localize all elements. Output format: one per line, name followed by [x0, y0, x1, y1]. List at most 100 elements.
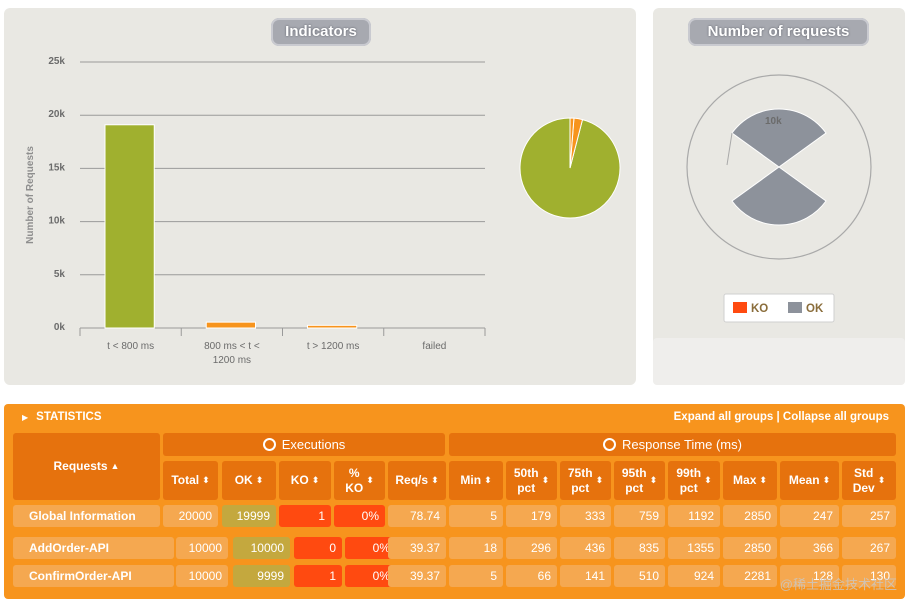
- column-header-reqs[interactable]: Req/s ⬍: [388, 461, 446, 500]
- table-cell: 130: [842, 565, 896, 587]
- column-header-75th-pct[interactable]: 75th pct ⬍: [560, 461, 611, 500]
- x-category-label: 1200 ms: [213, 355, 251, 366]
- sort-icon: ⬍: [311, 475, 320, 485]
- column-header-min[interactable]: Min ⬍: [449, 461, 503, 500]
- sort-icon: ⬍: [822, 475, 831, 485]
- column-header-99th-pct[interactable]: 99th pct ⬍: [668, 461, 720, 500]
- y-tick-label: 5k: [54, 269, 66, 280]
- column-label: 75th pct: [567, 465, 593, 495]
- ring-edge: [726, 132, 733, 166]
- y-tick-label: 15k: [48, 162, 65, 173]
- requests-label: Requests: [53, 459, 108, 473]
- sort-icon: ⬍: [595, 475, 604, 485]
- y-tick-label: 20k: [48, 109, 65, 120]
- table-cell: 436: [560, 537, 611, 559]
- table-cell: 1192: [668, 505, 720, 527]
- bar-0: [104, 124, 155, 329]
- sort-icon: ⬍: [649, 475, 658, 485]
- statistics-panel: ▶ STATISTICS Expand all groups | Collapse…: [4, 404, 905, 599]
- legend-swatch-ok: [788, 302, 802, 313]
- response-time-label: Response Time (ms): [622, 437, 742, 452]
- x-category-label: failed: [422, 341, 446, 352]
- column-header-95th-pct[interactable]: 95th pct ⬍: [614, 461, 665, 500]
- table-cell: 0%: [334, 505, 385, 527]
- table-cell: 333: [560, 505, 611, 527]
- sort-asc-icon: ▲: [110, 461, 120, 471]
- expand-collapse-links[interactable]: Expand all groups | Collapse all groups: [673, 411, 889, 423]
- pie-slice-2: [569, 117, 575, 169]
- statistics-header: ▶ STATISTICS Expand all groups | Collapse…: [4, 404, 905, 431]
- table-cell: 10000: [233, 537, 290, 559]
- requests-title: Number of requests: [688, 18, 869, 46]
- table-cell: 39.37: [388, 537, 446, 559]
- outer-ring: [686, 74, 872, 260]
- x-category-label: t > 1200 ms: [307, 341, 360, 352]
- column-header-max[interactable]: Max ⬍: [723, 461, 777, 500]
- sort-icon: ⬍: [484, 475, 492, 485]
- sort-icon: ⬍: [541, 475, 550, 485]
- ok-slice-top: [731, 108, 827, 168]
- y-tick-label: 0k: [54, 322, 66, 333]
- row-name[interactable]: AddOrder-API: [13, 537, 174, 559]
- column-header-ko[interactable]: KO ⬍: [279, 461, 331, 500]
- column-header-50th-pct[interactable]: 50th pct ⬍: [506, 461, 557, 500]
- table-cell: 2850: [723, 537, 777, 559]
- table-cell: 1: [279, 505, 331, 527]
- table-cell: 267: [842, 537, 896, 559]
- column-label: 99th pct: [676, 465, 702, 495]
- table-cell: 20000: [163, 505, 218, 527]
- table-cell: 835: [614, 537, 665, 559]
- row-name[interactable]: ConfirmOrder-API: [13, 565, 174, 587]
- table-cell: 759: [614, 505, 665, 527]
- table-cell: 2850: [723, 505, 777, 527]
- table-cell: 5: [449, 565, 503, 587]
- legend-box: [723, 293, 835, 323]
- collapse-arrow-icon: ▶: [22, 413, 29, 422]
- statistics-title[interactable]: ▶ STATISTICS: [22, 411, 102, 423]
- column-label: KO: [290, 473, 309, 487]
- legend-swatch-ko: [733, 302, 747, 313]
- table-cell: 5: [449, 505, 503, 527]
- legend-label-ko: KO: [751, 303, 768, 315]
- indicators-title: Indicators: [271, 18, 371, 46]
- column-header-mean[interactable]: Mean ⬍: [780, 461, 839, 500]
- table-cell: 924: [668, 565, 720, 587]
- watermark: @稀土掘金技术社区: [779, 577, 897, 592]
- sort-icon: ⬍: [202, 475, 210, 485]
- column-label: OK: [234, 473, 253, 487]
- table-cell: 1: [294, 565, 342, 587]
- refresh-icon: [262, 438, 276, 451]
- row-name[interactable]: Global Information: [13, 505, 160, 527]
- table-cell: 2281: [723, 565, 777, 587]
- table-cell: 1355: [668, 537, 720, 559]
- sort-icon: ⬍: [255, 475, 264, 485]
- table-cell: 257: [842, 505, 896, 527]
- y-axis-label: Number of Requests: [25, 146, 36, 244]
- column-header-ok[interactable]: OK ⬍: [222, 461, 276, 500]
- sort-icon: ⬍: [366, 475, 374, 485]
- sort-icon: ⬍: [704, 475, 712, 485]
- table-cell: 66: [506, 565, 557, 587]
- bar-1: [205, 321, 256, 329]
- column-label: Req/s: [395, 473, 429, 487]
- column-header--ko[interactable]: % KO ⬍: [334, 461, 385, 500]
- column-header-std-dev[interactable]: Std Dev ⬍: [842, 461, 896, 500]
- requests-panel: Number of requests 10k KO OK: [653, 8, 905, 385]
- executions-group-header: Executions: [163, 433, 445, 456]
- table-cell: 128: [780, 565, 839, 587]
- table-cell: 179: [506, 505, 557, 527]
- indicators-panel: Indicators 0k 5k 10k 15k 20k 25k Number of Req…: [4, 8, 636, 385]
- ok-slice-bottom: [731, 166, 827, 226]
- table-cell: 10000: [176, 565, 228, 587]
- legend-strip: [653, 338, 905, 385]
- column-label: 50th pct: [513, 465, 539, 495]
- column-label: Max: [733, 473, 757, 487]
- table-cell: 18: [449, 537, 503, 559]
- table-cell: 0%: [345, 537, 396, 559]
- bar-2: [307, 324, 358, 329]
- table-cell: 0%: [345, 565, 396, 587]
- response-time-group-header: Response Time (ms): [449, 433, 896, 456]
- column-header-total[interactable]: Total ⬍: [163, 461, 218, 500]
- requests-column-header[interactable]: Requests ▲: [13, 433, 160, 500]
- table-cell: 39.37: [388, 565, 446, 587]
